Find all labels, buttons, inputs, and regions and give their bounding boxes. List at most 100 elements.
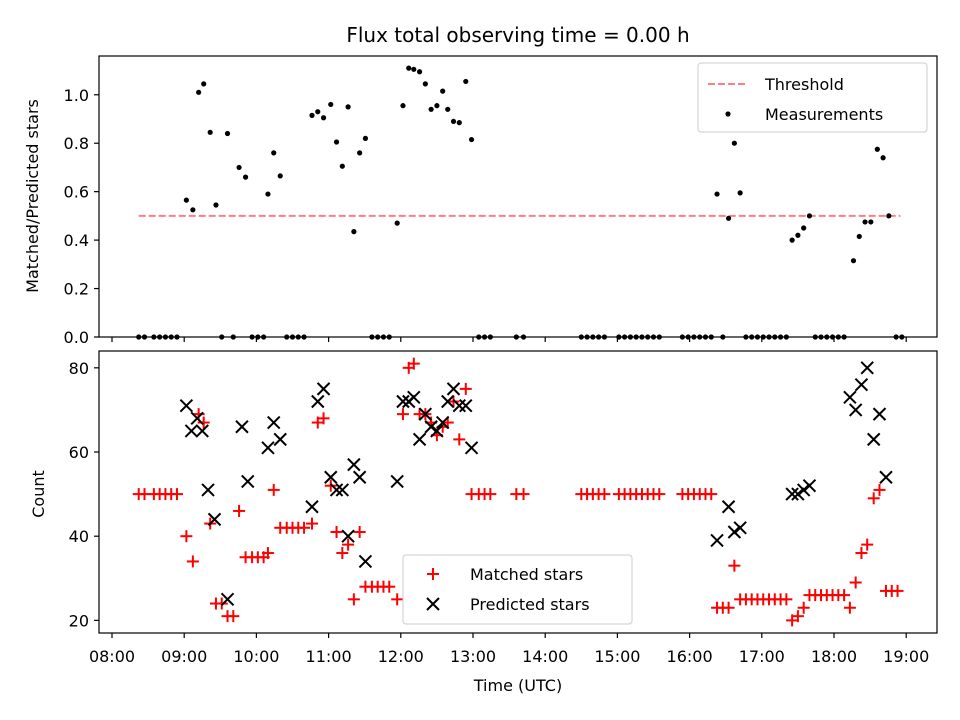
top-legend-box [697,62,928,133]
threshold-legend-label: Threshold [764,75,844,94]
predicted-star-point [733,521,747,535]
top-yticks: 0.0 0.2 0.4 0.6 0.8 1.0 [64,86,99,347]
matched-legend-label: Matched stars [470,565,583,584]
measurement-point [445,106,451,112]
predicted-star-point [854,377,869,392]
measurement-point [333,139,340,145]
top-ytick-label: 0.8 [64,134,89,153]
predicted-star-point [352,470,367,484]
predicted-star-point [848,403,863,417]
measurements-legend-swatch [725,111,731,117]
matched-star-point [353,525,366,538]
measurement-point [339,163,345,169]
bottom-xtick-label: 16:00 [667,647,713,666]
predicted-star-point [184,424,199,438]
predicted-star-point [347,457,361,472]
measurement-point [463,78,469,85]
bottom-yticks: 20 40 60 80 [69,359,99,630]
bottom-ytick-label: 40 [69,527,89,546]
matched-star-point [861,538,874,551]
predicted-star-point [446,382,461,396]
predicted-star-point [390,474,404,489]
matched-star-point [867,492,880,505]
measurement-point [328,101,334,108]
measurement-point [351,229,357,235]
measurement-point [862,219,868,225]
predicted-star-point [235,420,249,434]
predicted-star-point [396,394,410,409]
bottom-xticks: 08:00 09:00 10:00 11:00 12:00 13:00 14:00 15:00… [89,633,929,666]
measurement-point [315,109,321,115]
measurement-point [320,115,327,121]
predicted-star-point [311,394,325,409]
measurement-point [450,118,457,125]
top-ytick-label: 0.2 [64,280,89,299]
predicted-star-point [220,592,235,607]
top-ytick-label: 0.0 [64,328,89,347]
predicted-star-point [796,483,811,497]
predicted-star-point [791,487,805,501]
predicted-star-point [727,525,742,539]
top-ytick-label: 0.4 [64,231,89,250]
top-ytick-label: 0.6 [64,183,89,202]
top-measurements [136,65,905,340]
measurement-point [394,220,400,226]
predicted-star-point [358,554,373,569]
measurement-point [468,136,475,143]
measurement-point [277,173,283,179]
predicted-star-point [261,441,275,455]
matched-legend-swatch [427,568,439,580]
measurement-point [357,150,363,156]
bottom-xtick-label: 14:00 [522,647,568,666]
predicted-star-point [430,424,444,438]
predicted-star-point [860,361,874,375]
measurement-point [856,233,862,240]
matched-star-point [407,357,420,370]
predicted-star-point [407,390,421,405]
bottom-ytick-label: 80 [69,359,89,378]
predicted-star-point [273,432,287,447]
matched-star-point [267,483,280,496]
measurement-point [190,207,196,213]
measurement-point [196,89,202,95]
measurement-point [265,191,271,197]
matched-star-point [342,538,355,551]
matched-star-point [728,559,741,572]
predicted-star-point [459,399,473,413]
measurement-point [271,150,277,156]
top-legend: Threshold Measurements [697,62,928,133]
measurement-point [440,88,446,94]
measurement-point [850,258,857,264]
matched-star-point [170,488,183,501]
matched-star-point [215,597,228,610]
predicted-star-point [802,478,817,493]
x-axis-label: Time (UTC) [473,676,562,695]
predicted-star-point [207,512,222,527]
bottom-ytick-label: 60 [69,443,89,462]
bottom-predicted [179,361,893,607]
predicted-star-point [329,483,344,497]
bottom-xtick-label: 09:00 [161,647,207,666]
matched-star-point [797,601,810,614]
matched-star-point [873,483,886,496]
predicted-star-point [424,420,438,434]
predicted-legend-swatch [426,597,440,611]
measurement-point [406,65,412,71]
matched-star-point [447,395,460,408]
predicted-star-point [872,407,887,421]
top-panel: Matched/Predicted stars 0.0 0.2 0.4 0.6 0.8 1… [23,55,938,347]
predicted-star-point [843,390,857,405]
bottom-xtick-label: 10:00 [233,647,279,666]
measurement-point [242,174,249,180]
predicted-star-point [785,487,799,501]
matched-star-point [324,479,337,492]
predicted-star-point [452,399,466,413]
predicted-star-point [441,394,455,409]
matched-star-point [517,488,530,501]
matched-star-point [598,488,611,501]
predicted-star-point [721,500,736,514]
predicted-star-point [190,411,204,426]
measurement-point [213,202,219,208]
bottom-legend-box [402,554,633,625]
measurement-point [183,197,189,203]
